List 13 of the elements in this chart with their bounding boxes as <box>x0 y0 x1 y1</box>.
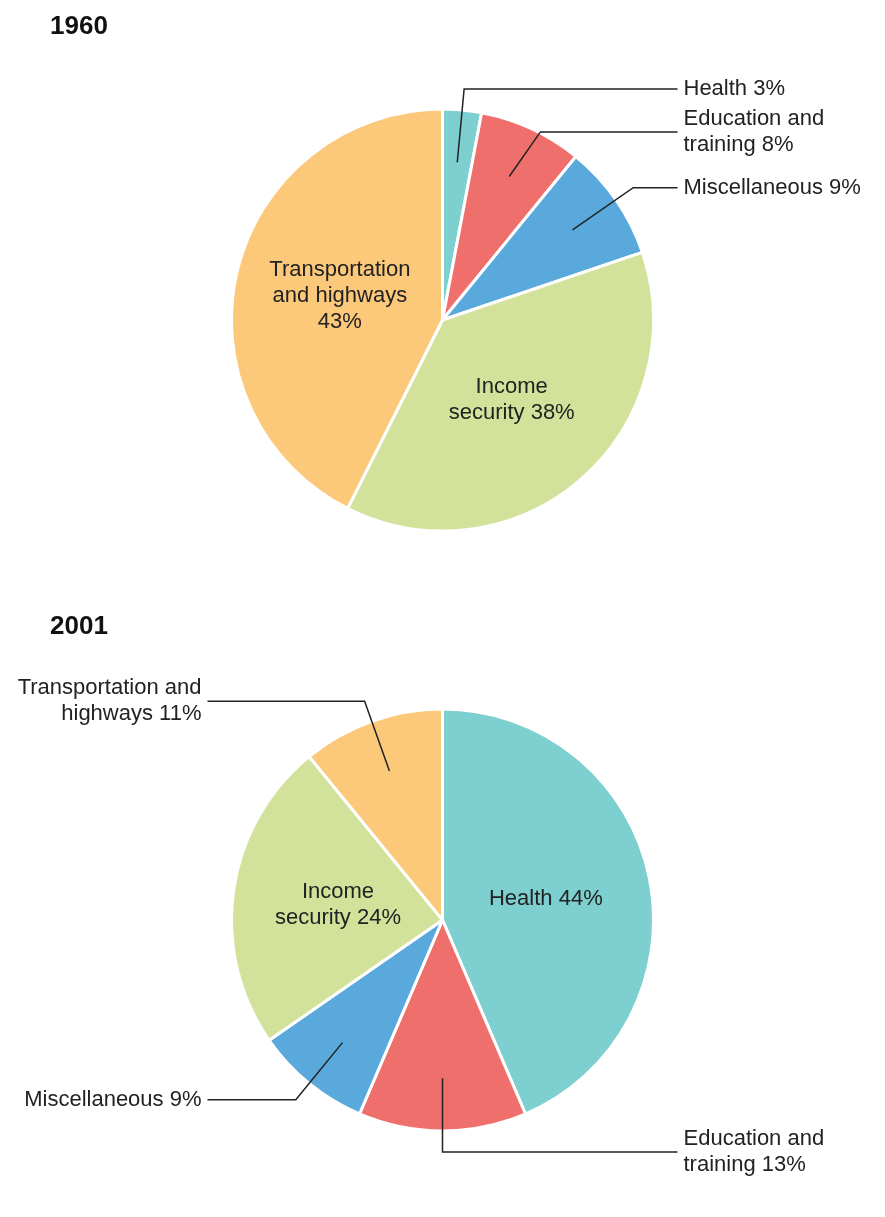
slice-label: Health 3% <box>683 74 786 100</box>
slice-label: Miscellaneous 9% <box>24 1085 202 1111</box>
slice-label: Health 44% <box>488 884 603 910</box>
slice-label: Education and training 8% <box>683 104 825 156</box>
slice-label: Income security 24% <box>275 878 402 930</box>
slice-label: Miscellaneous 9% <box>683 173 861 199</box>
chart-title: 1960 <box>49 9 109 40</box>
data-label: 43% <box>317 307 362 333</box>
slice-label: Education and training 13% <box>683 1125 825 1177</box>
slice-label: Transportation and highways <box>269 255 411 307</box>
slice-label: Transportation and highways 11% <box>17 674 202 726</box>
slice-label: Income security 38% <box>448 372 575 424</box>
chart-title: 2001 <box>49 609 109 640</box>
